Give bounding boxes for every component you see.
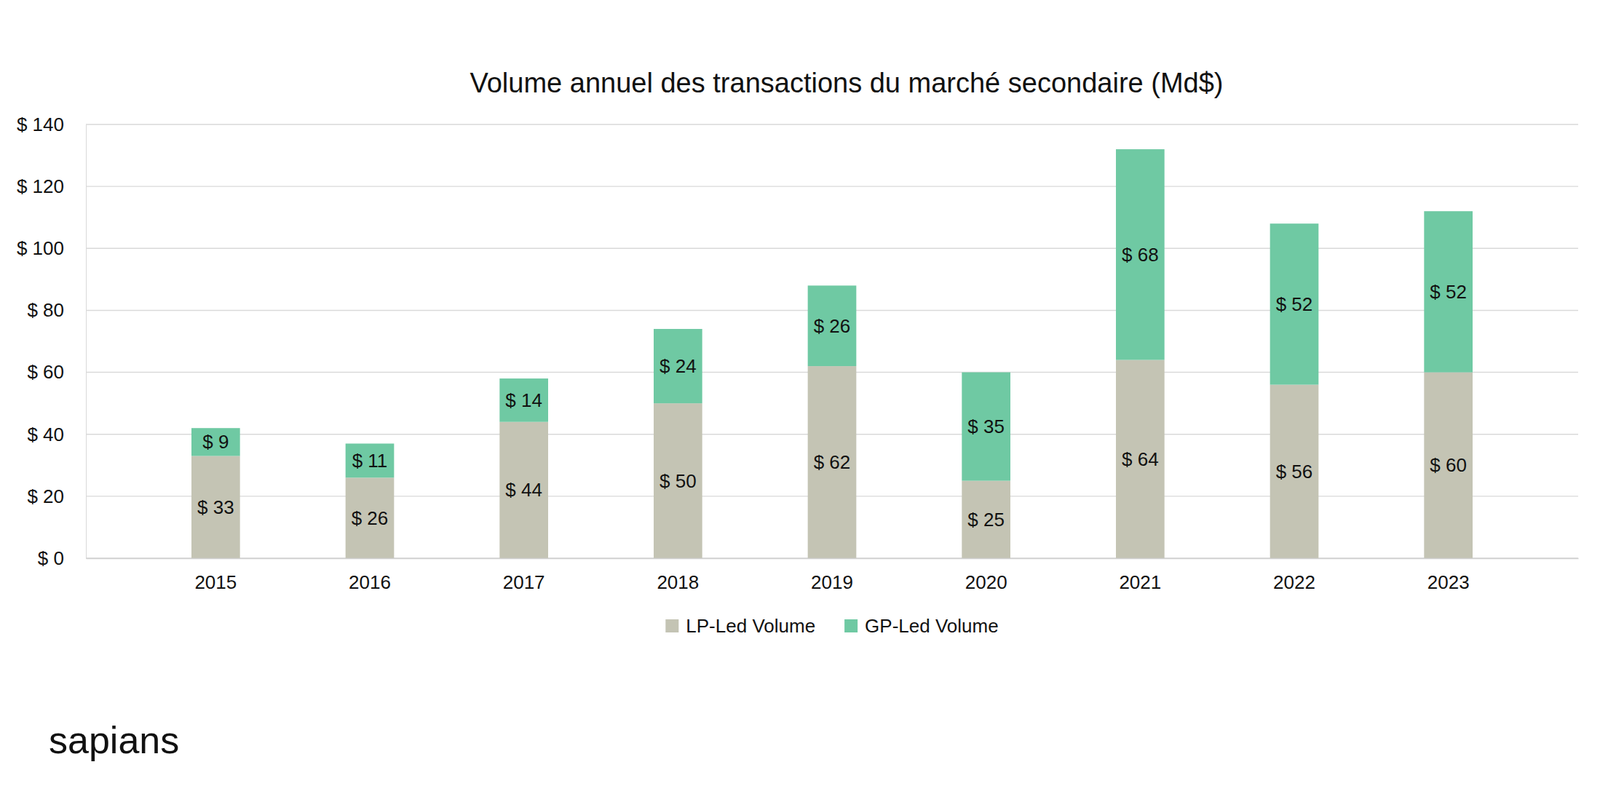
bar	[499, 422, 549, 559]
y-tick-label: $ 40	[26, 423, 65, 446]
data-label: $ 11	[352, 449, 388, 472]
bar	[1270, 385, 1320, 559]
x-tick: 2018	[656, 558, 699, 594]
y-axis: $ 0 $ 20 $ 40 $ 60 $ 80 $ 100 $ 120 $ 140	[16, 113, 87, 570]
bar	[808, 366, 857, 559]
legend-label: GP-Led Volume	[864, 615, 999, 637]
y-tick-label: $ 0	[37, 547, 65, 570]
x-tick: 2022	[1273, 558, 1316, 594]
grid	[85, 124, 1579, 559]
legend-item: GP-Led Volume	[844, 615, 999, 637]
bar	[1423, 211, 1473, 372]
legend-label: LP-Led Volume	[685, 615, 816, 637]
y-tick: $ 40	[26, 423, 86, 446]
bar	[808, 285, 857, 367]
x-tick-label: 2022	[1273, 571, 1316, 594]
y-tick: $ 120	[16, 175, 86, 198]
brand: sapians	[48, 719, 180, 762]
data-label: $ 62	[813, 451, 851, 474]
x-tick-label: 2018	[656, 571, 699, 594]
y-tick: $ 20	[26, 485, 86, 508]
data-label: $ 14	[505, 389, 543, 412]
x-tick: 2021	[1118, 558, 1162, 594]
x-tick: 2023	[1427, 558, 1470, 594]
data-label: $ 52	[1276, 293, 1314, 316]
grid-line	[85, 123, 1579, 125]
data-label: $ 64	[1121, 448, 1159, 471]
bar	[653, 403, 703, 559]
y-tick: $ 60	[26, 361, 86, 383]
data-labels: $ 33 $ 26 $ 44 $ 50 $ 62 $ 25 $ 64 $ 56 $ 60 $ 9 $…	[197, 243, 1467, 531]
data-label: $ 24	[659, 355, 697, 378]
grid-line	[85, 185, 1579, 187]
data-label: $ 52	[1429, 280, 1467, 303]
bars	[191, 149, 1473, 559]
data-label: $ 33	[197, 496, 235, 519]
bar	[1270, 223, 1320, 385]
legend: LP-Led Volume GP-Led Volume	[665, 615, 998, 637]
bar	[191, 456, 241, 559]
series-bars	[191, 360, 1473, 559]
data-label: $ 44	[505, 478, 543, 501]
x-axis-line	[86, 558, 1579, 560]
x-axis: 2015 2016 2017 2018 2019 2020 2021 2022 2023	[86, 558, 1579, 594]
x-tick-label: 2019	[810, 571, 854, 594]
bar	[345, 477, 395, 559]
data-label: $ 26	[351, 507, 389, 530]
x-tick-label: 2015	[194, 571, 237, 594]
x-tick: 2016	[348, 558, 391, 594]
y-tick: $ 100	[16, 237, 86, 260]
y-tick: $ 80	[26, 299, 86, 322]
legend-swatch	[844, 619, 858, 633]
y-tick-label: $ 60	[26, 361, 65, 383]
legend-item: LP-Led Volume	[665, 615, 816, 637]
x-tick: 2015	[194, 558, 237, 594]
y-tick: $ 0	[37, 547, 86, 570]
data-label: $ 35	[967, 415, 1005, 438]
x-tick-label: 2017	[503, 571, 546, 594]
title: Volume annuel des transactions du marché…	[469, 67, 1223, 99]
y-tick-label: $ 20	[26, 485, 65, 508]
bar	[961, 481, 1011, 559]
y-tick-label: $ 100	[16, 237, 65, 260]
bar	[345, 443, 395, 478]
data-label: $ 26	[813, 315, 851, 338]
y-tick: $ 140	[16, 113, 86, 136]
data-label: $ 68	[1121, 243, 1159, 266]
x-tick-label: 2020	[965, 571, 1008, 594]
legend-swatch	[665, 619, 679, 633]
grid-line	[85, 248, 1579, 249]
bar	[1115, 360, 1165, 559]
bar	[499, 378, 549, 423]
data-label: $ 50	[659, 470, 697, 493]
bar	[653, 329, 703, 404]
series-bars	[191, 149, 1473, 482]
y-axis-line	[85, 125, 87, 560]
bar	[1115, 149, 1165, 360]
x-tick: 2020	[965, 558, 1008, 594]
x-tick-label: 2016	[348, 571, 391, 594]
bar	[1423, 372, 1473, 559]
data-label: $ 9	[202, 430, 229, 453]
y-tick-label: $ 80	[26, 299, 65, 322]
y-tick-label: $ 120	[16, 175, 65, 198]
data-label: $ 25	[967, 508, 1005, 531]
x-tick: 2019	[810, 558, 854, 594]
bar	[961, 372, 1011, 482]
x-tick-label: 2021	[1118, 571, 1162, 594]
data-label: $ 56	[1276, 460, 1314, 483]
data-label: $ 60	[1429, 454, 1467, 477]
y-tick-label: $ 140	[16, 113, 65, 136]
chart: Volume annuel des transactions du marché…	[0, 0, 1600, 786]
bar	[191, 428, 241, 456]
x-tick: 2017	[503, 558, 546, 594]
x-tick-label: 2023	[1427, 571, 1470, 594]
